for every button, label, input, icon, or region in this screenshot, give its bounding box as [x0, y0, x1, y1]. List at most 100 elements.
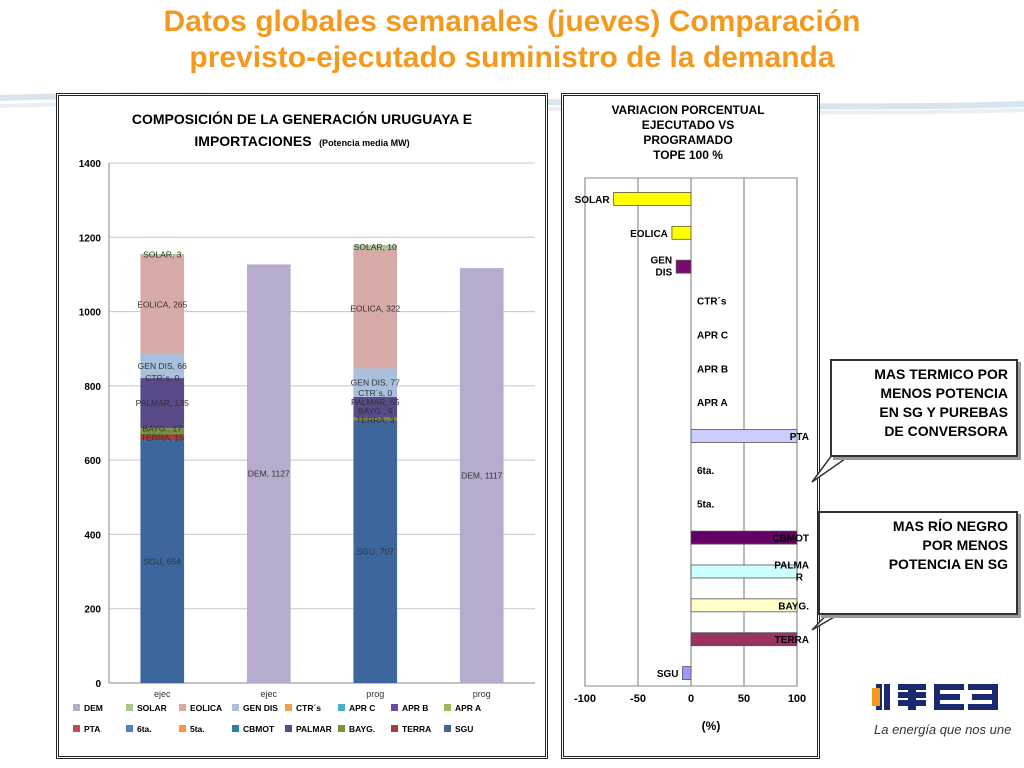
legend-label: APR C — [349, 703, 375, 713]
y-tick-label: 400 — [84, 530, 101, 541]
legend-swatch — [444, 725, 451, 732]
callout-rio-negro-note: MAS RÍO NEGRO POR MENOS POTENCIA EN SG — [818, 511, 1018, 615]
legend-label: BAYG. — [349, 724, 375, 734]
legend-swatch — [126, 725, 133, 732]
chart-title-main: IMPORTACIONES — [194, 133, 311, 149]
category-label: SOLAR — [575, 195, 611, 206]
bar-segment-terra — [140, 434, 185, 441]
category-label: APR A — [697, 398, 728, 409]
legend-swatch — [179, 725, 186, 732]
x-tick-label: prog — [366, 689, 384, 699]
legend-swatch — [179, 704, 186, 711]
category-label: 5ta. — [697, 500, 714, 511]
data-label: BAYG., 5 — [358, 406, 393, 416]
y-tick-label: 600 — [84, 456, 101, 467]
variation-bar — [690, 429, 798, 443]
category-label: TERRA — [775, 635, 809, 646]
x-tick-label: -100 — [574, 693, 596, 705]
y-tick-label: 1400 — [79, 159, 102, 170]
variation-bar — [690, 530, 798, 545]
bar-segment-bayg- — [353, 417, 398, 420]
data-label: SOLAR, 10 — [354, 242, 397, 252]
bar-segment-dem — [246, 264, 291, 683]
chart-title-line-1: COMPOSICIÓN DE LA GENERACIÓN URUGUAYA E — [132, 110, 472, 127]
data-label: SOLAR, 3 — [143, 250, 182, 260]
legend-swatch — [73, 704, 80, 711]
data-label: SGU, 654 — [144, 557, 182, 567]
x-tick-label: 50 — [738, 693, 750, 705]
data-label: CTR´s, 0 — [358, 388, 392, 398]
variation-title-line-3: PROGRAMADO — [643, 133, 732, 147]
page-title-line-1: Datos globales semanales (jueves) Compar… — [163, 5, 861, 38]
legend-label: PTA — [84, 724, 100, 734]
x-tick-label: 100 — [788, 693, 806, 705]
data-label: TERRA, 15 — [141, 432, 184, 442]
data-label: PALMAR, 135 — [136, 398, 190, 408]
legend-swatch — [391, 704, 398, 711]
legend-label: CTR´s — [296, 703, 321, 713]
legend-label: APR A — [455, 703, 481, 713]
bar-segment-palmar — [140, 378, 185, 429]
category-label: APR B — [697, 364, 728, 375]
variation-bar — [682, 666, 692, 680]
generation-composition-panel: COMPOSICIÓN DE LA GENERACIÓN URUGUAYA E … — [56, 93, 548, 759]
legend-swatch — [126, 704, 133, 711]
legend-label: SOLAR — [137, 703, 167, 713]
page-title-line-2: previsto-ejecutado suministro de la dema… — [189, 41, 835, 74]
x-axis-label: (%) — [702, 719, 721, 733]
category-label: GEN — [650, 256, 672, 267]
category-label: BAYG. — [778, 601, 809, 612]
data-label: EOLICA, 322 — [350, 304, 400, 314]
legend-swatch — [73, 725, 80, 732]
chart-title-line-2: IMPORTACIONES (Potencia media MW) — [194, 133, 409, 150]
category-label: CBMOT — [772, 534, 809, 545]
data-label: CTR´s, 0 — [145, 373, 179, 383]
bar-segment-sgu — [140, 440, 185, 683]
y-tick-label: 1200 — [79, 233, 102, 244]
category-label: EOLICA — [630, 229, 668, 240]
variation-bar — [675, 259, 692, 274]
bar-segment-solar — [353, 245, 398, 249]
variation-bar — [671, 225, 692, 240]
variation-chart: VARIACION PORCENTUAL EJECUTADO VS PROGRA… — [574, 103, 809, 733]
variation-panel: VARIACION PORCENTUAL EJECUTADO VS PROGRA… — [561, 93, 820, 759]
x-tick-label: prog — [473, 689, 491, 699]
legend-swatch — [444, 704, 451, 711]
legend-label: TERRA — [402, 724, 431, 734]
variation-title-line-1: VARIACION PORCENTUAL — [611, 103, 764, 117]
legend-label: 5ta. — [190, 724, 205, 734]
data-label: EOLICA, 265 — [137, 299, 187, 309]
x-tick-label: ejec — [154, 689, 171, 699]
legend-swatch — [285, 725, 292, 732]
legend-label: CBMOT — [243, 724, 275, 734]
legend-label: PALMAR — [296, 724, 332, 734]
logo-tagline: La energía que nos une — [874, 722, 1012, 737]
category-label: CTR´s — [697, 297, 727, 308]
data-label: DEM, 1127 — [248, 469, 290, 479]
data-label: BAYG., 17 — [142, 423, 182, 433]
callout-2-line-1: MAS RÍO NEGRO — [892, 518, 1008, 534]
legend-swatch — [338, 725, 345, 732]
callout-2-line-3: POTENCIA EN SG — [888, 556, 1008, 572]
category-label: 6ta. — [697, 466, 714, 477]
bar-segment-bayg- — [140, 428, 185, 435]
callout-1-line-3: EN SG Y PUREBAS — [879, 404, 1008, 420]
x-tick-label: -50 — [630, 693, 646, 705]
category-label: APR C — [697, 330, 728, 341]
callout-1-line-1: MAS TERMICO POR — [874, 366, 1008, 382]
bar-segment-terra — [353, 419, 398, 421]
variation-bar — [613, 192, 692, 206]
y-tick-label: 0 — [95, 679, 101, 690]
bar-segment-dem — [459, 268, 504, 683]
callout-2-line-2: POR MENOS — [922, 537, 1008, 553]
legend-swatch — [232, 704, 239, 711]
data-label: PALMAR, 55 — [351, 397, 400, 407]
data-label: GEN DIS, 66 — [138, 361, 187, 371]
variation-bar — [690, 598, 798, 613]
legend-swatch — [232, 725, 239, 732]
callout-thermal-note: MAS TERMICO POR MENOS POTENCIA EN SG Y P… — [830, 359, 1018, 457]
category-label: SGU — [657, 669, 679, 680]
x-tick-label: ejec — [260, 689, 277, 699]
variation-title-line-2: EJECUTADO VS — [642, 118, 734, 132]
variation-title-line-4: TOPE 100 % — [653, 148, 723, 162]
